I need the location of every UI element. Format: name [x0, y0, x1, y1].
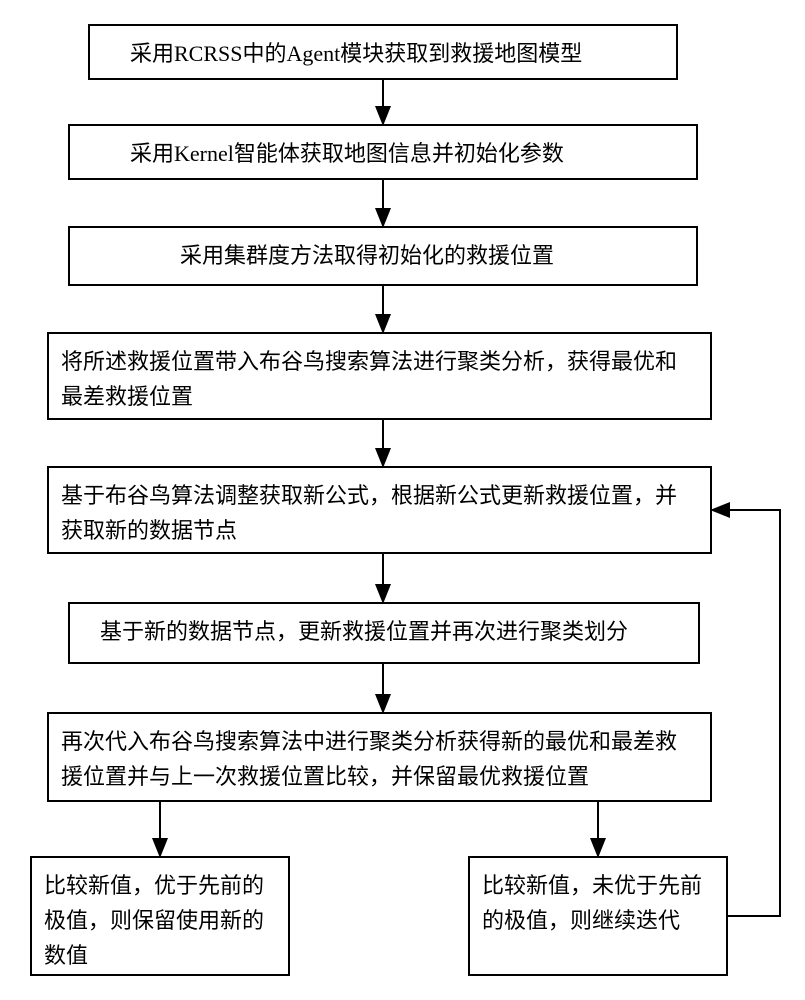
flow-node-4: 将所述救援位置带入布谷鸟搜索算法进行聚类分析，获得最优和最差救援位置	[47, 332, 712, 420]
flow-node-8-text: 比较新值，优于先前的极值，则保留使用新的数值	[44, 868, 276, 974]
flow-node-7-text: 再次代入布谷鸟搜索算法中进行聚类分析获得新的最优和最差救援位置并与上一次救援位置…	[61, 724, 698, 794]
flowchart-canvas: 采用RCRSS中的Agent模块获取到救援地图模型 采用Kernel智能体获取地…	[0, 0, 805, 1000]
flow-node-7: 再次代入布谷鸟搜索算法中进行聚类分析获得新的最优和最差救援位置并与上一次救援位置…	[47, 712, 712, 802]
flow-node-9-text: 比较新值，未优于先前的极值，则继续迭代	[482, 868, 714, 938]
flow-node-2: 采用Kernel智能体获取地图信息并初始化参数	[68, 124, 698, 180]
flow-node-8: 比较新值，优于先前的极值，则保留使用新的数值	[30, 856, 290, 976]
flow-node-5: 基于布谷鸟算法调整获取新公式，根据新公式更新救援位置，并获取新的数据节点	[47, 466, 712, 554]
flow-node-5-text: 基于布谷鸟算法调整获取新公式，根据新公式更新救援位置，并获取新的数据节点	[61, 478, 698, 548]
flow-node-1-text: 采用RCRSS中的Agent模块获取到救援地图模型	[130, 36, 664, 71]
flow-node-9: 比较新值，未优于先前的极值，则继续迭代	[468, 856, 728, 976]
flow-node-2-text: 采用Kernel智能体获取地图信息并初始化参数	[130, 136, 684, 171]
flow-node-1: 采用RCRSS中的Agent模块获取到救援地图模型	[88, 24, 678, 80]
flow-node-3-text: 采用集群度方法取得初始化的救援位置	[180, 238, 684, 273]
flow-node-4-text: 将所述救援位置带入布谷鸟搜索算法进行聚类分析，获得最优和最差救援位置	[61, 344, 698, 414]
flow-node-3: 采用集群度方法取得初始化的救援位置	[68, 226, 698, 286]
flow-node-6: 基于新的数据节点，更新救援位置并再次进行聚类划分	[68, 602, 700, 664]
flow-node-6-text: 基于新的数据节点，更新救援位置并再次进行聚类划分	[100, 614, 686, 649]
